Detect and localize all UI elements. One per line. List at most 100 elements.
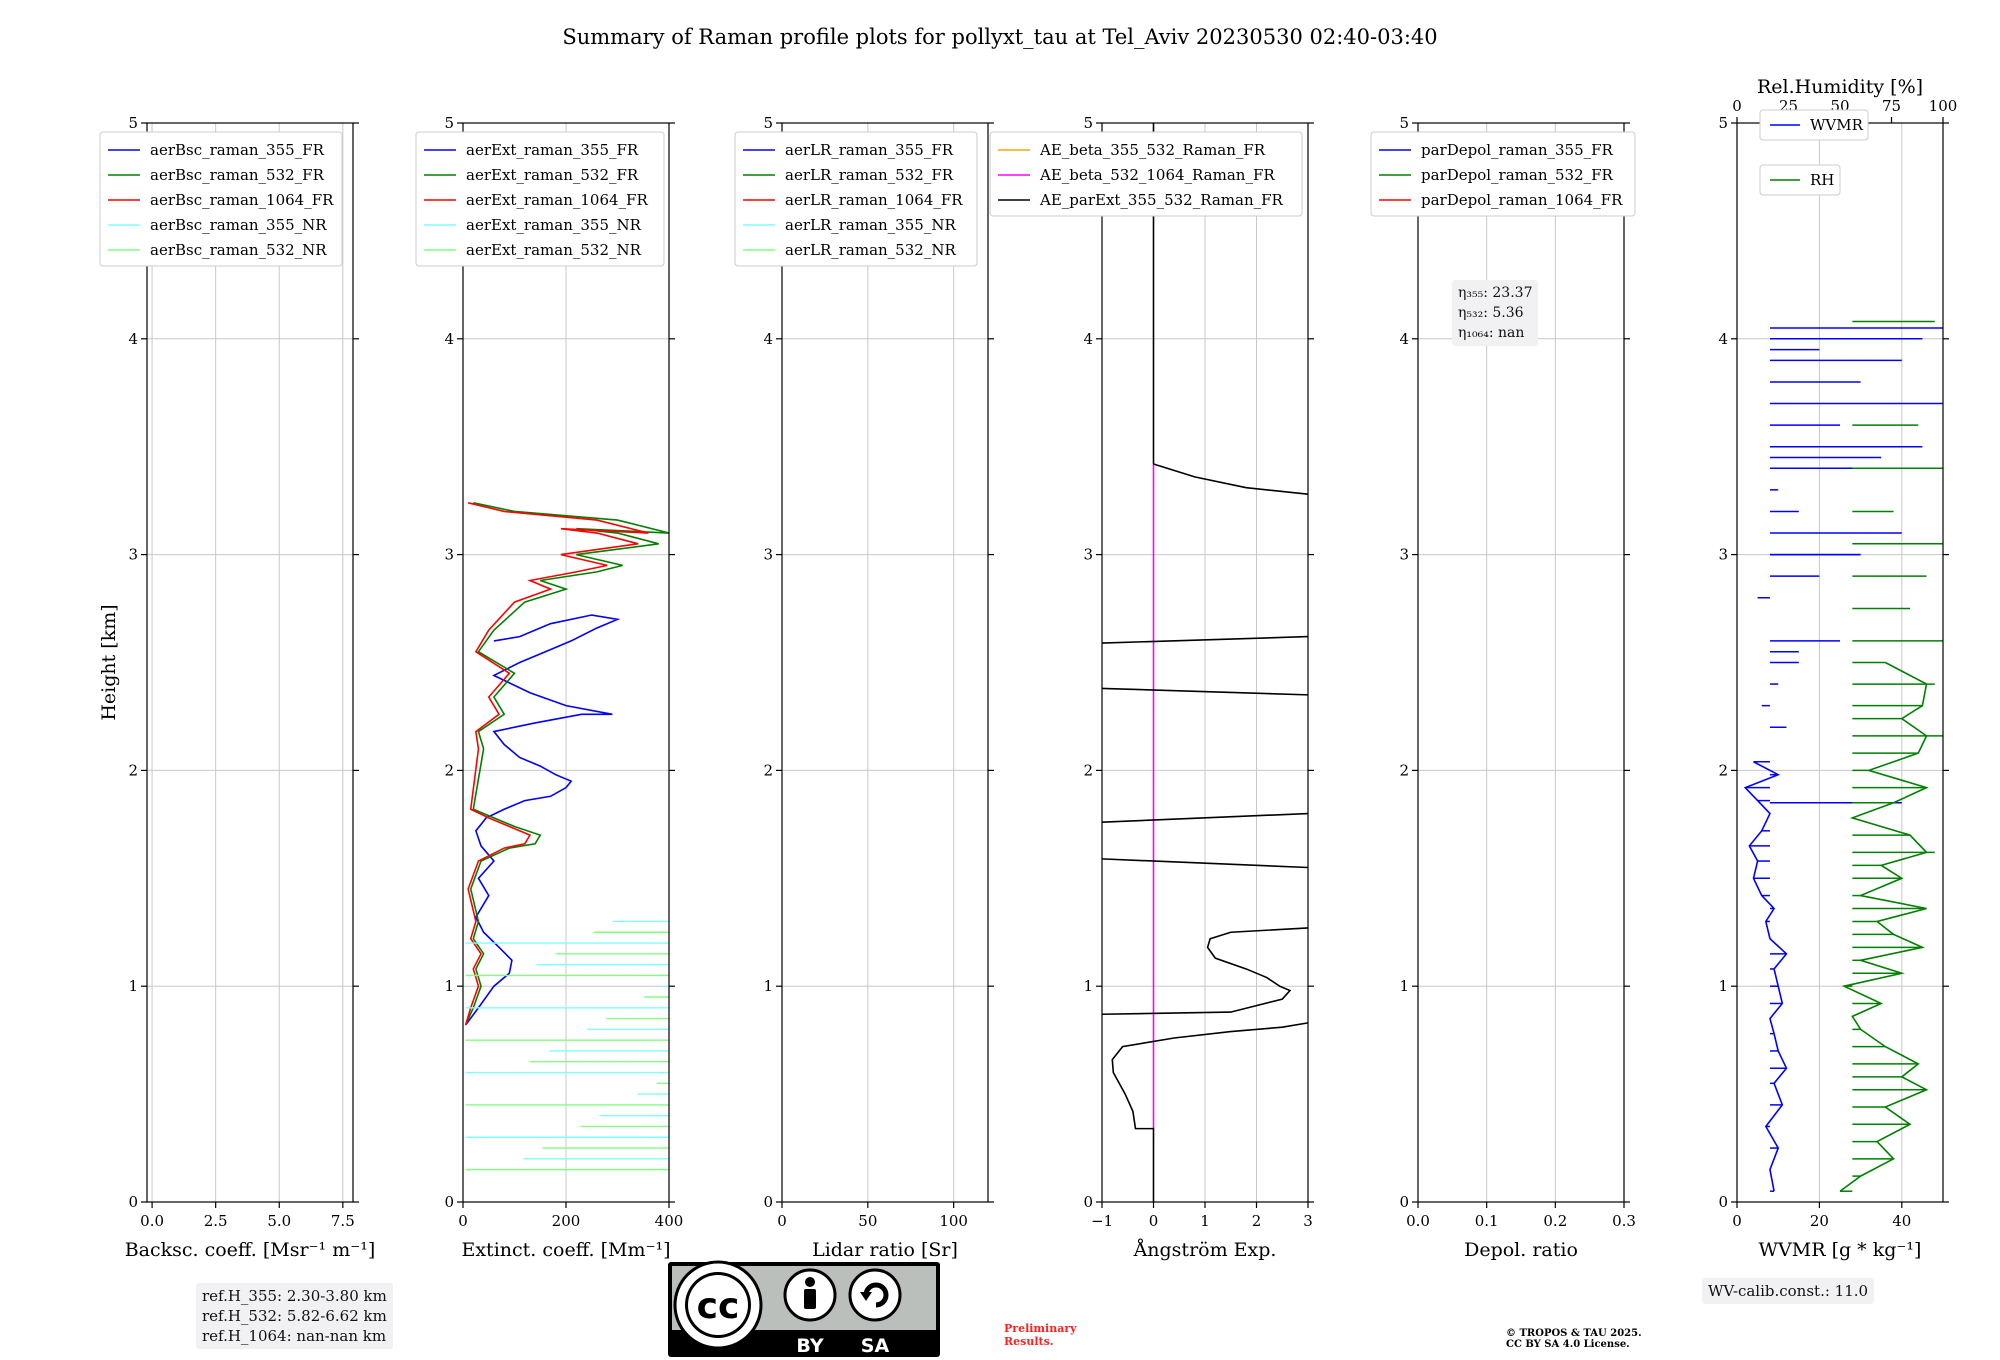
depol-annotation-box: η₃₅₅: 23.37 η₅₃₂: 5.36 η₁₀₆₄: nan bbox=[1452, 280, 1539, 346]
preliminary-line-2: Results. bbox=[1004, 1335, 1054, 1348]
eta-1064: η₁₀₆₄: nan bbox=[1458, 325, 1525, 341]
legend-entry: aerExt_raman_355_NR bbox=[466, 216, 642, 234]
y-tick-label: 3 bbox=[444, 546, 454, 564]
y-tick-label: 5 bbox=[1718, 114, 1728, 132]
legend-entry: aerLR_raman_532_NR bbox=[785, 241, 956, 259]
ref-height-355: ref.H_355: 2.30-3.80 km bbox=[202, 1287, 387, 1305]
ref-height-532: ref.H_532: 5.82-6.62 km bbox=[202, 1307, 387, 1325]
y-tick-label: 0 bbox=[1718, 1193, 1728, 1211]
x-axis-label: Extinct. coeff. [Mm⁻¹] bbox=[461, 1239, 670, 1261]
legend: aerExt_raman_355_FR aerExt_raman_532_FRae… bbox=[415, 131, 665, 267]
legend-entry: aerExt_raman_355_FR bbox=[466, 141, 639, 159]
wv-calibration-box: WV-calib.const.: 11.0 bbox=[1702, 1278, 1875, 1304]
x-tick-label: 2 bbox=[1252, 1212, 1262, 1230]
x-tick-label: 200 bbox=[552, 1212, 581, 1230]
legend-entry: aerLR_raman_1064_FR bbox=[785, 191, 963, 209]
y-tick-label: 4 bbox=[128, 330, 138, 348]
legend-box bbox=[415, 131, 665, 267]
legend-entry: aerBsc_raman_532_FR bbox=[150, 166, 325, 184]
y-tick-label: 2 bbox=[1399, 761, 1409, 779]
x-tick-label: 50 bbox=[858, 1212, 877, 1230]
x-tick-label: 0.0 bbox=[140, 1212, 164, 1230]
x-tick-label: 1 bbox=[1200, 1212, 1210, 1230]
legend: aerLR_raman_355_FR aerLR_raman_532_FR aerL… bbox=[734, 131, 978, 267]
plot-frame bbox=[1736, 122, 1944, 1203]
sa-share-icon bbox=[848, 1268, 902, 1322]
x-tick-label: 0 bbox=[1149, 1212, 1159, 1230]
legend-entry: aerBsc_raman_355_NR bbox=[150, 216, 327, 234]
legend-entry: aerBsc_raman_355_FR bbox=[150, 141, 325, 159]
y-tick-label: 0 bbox=[1083, 1193, 1093, 1211]
legend: aerBsc_raman_355_FR aerBsc_raman_532_FRae… bbox=[99, 131, 343, 267]
y-tick-label: 2 bbox=[444, 761, 454, 779]
y-tick-label: 2 bbox=[128, 761, 138, 779]
panel-2: 0 200 400 0 1 2 3 4 5 Extinct. coeff. [Mm⁻¹] aerEx… bbox=[415, 114, 683, 1261]
legend-box bbox=[1759, 109, 1869, 141]
x-tick-label: 0 bbox=[1732, 1212, 1742, 1230]
series-RH bbox=[1839, 661, 1929, 1192]
legend-entry: aerLR_raman_355_NR bbox=[785, 216, 956, 234]
y-tick-label: 5 bbox=[1083, 114, 1093, 132]
eta-532: η₅₃₂: 5.36 bbox=[1458, 305, 1524, 321]
plot-frame bbox=[781, 122, 989, 1203]
y-tick-label: 3 bbox=[763, 546, 773, 564]
x-tick-label: 0 bbox=[777, 1212, 787, 1230]
figure-title: Summary of Raman profile plots for polly… bbox=[562, 25, 1437, 49]
legend-entry: parDepol_raman_355_FR bbox=[1421, 141, 1614, 159]
copyright-line-1: © TROPOS & TAU 2025. bbox=[1506, 1328, 1642, 1339]
series-AE_parExt_355_532_Raman_FR bbox=[1111, 1022, 1309, 1202]
series-AE_parExt_355_532_Raman_FR bbox=[1153, 463, 1309, 495]
legend-entry: aerBsc_raman_532_NR bbox=[150, 241, 327, 259]
x-tick-label: 0.3 bbox=[1612, 1212, 1636, 1230]
series-AE_parExt_355_532_Raman_FR bbox=[1101, 858, 1309, 869]
x-tick-label: 40 bbox=[1892, 1212, 1911, 1230]
legend-box bbox=[1370, 131, 1636, 217]
x-axis-label: Ångström Exp. bbox=[1133, 1239, 1277, 1261]
y-tick-label: 0 bbox=[763, 1193, 773, 1211]
copyright-note: © TROPOS & TAU 2025. CC BY SA 4.0 Licens… bbox=[1506, 1328, 1642, 1350]
x-tick-label: 100 bbox=[939, 1212, 968, 1230]
legend-box bbox=[99, 131, 343, 267]
eta-355: η₃₅₅: 23.37 bbox=[1458, 285, 1533, 301]
legend-box bbox=[734, 131, 978, 267]
series-AE_parExt_355_532_Raman_FR bbox=[1101, 927, 1309, 1016]
y-tick-label: 1 bbox=[1083, 977, 1093, 995]
series-AE_parExt_355_532_Raman_FR bbox=[1101, 635, 1309, 644]
legend-entry: aerBsc_raman_1064_FR bbox=[150, 191, 334, 209]
y-tick-label: 5 bbox=[128, 114, 138, 132]
y-tick-label: 0 bbox=[444, 1193, 454, 1211]
series-AE_parExt_355_532_Raman_FR bbox=[1101, 687, 1309, 696]
legend-entry: aerLR_raman_355_FR bbox=[785, 141, 954, 159]
y-tick-label: 2 bbox=[1083, 761, 1093, 779]
x-tick-label: 20 bbox=[1810, 1212, 1829, 1230]
x-axis-label: WVMR [g * kg⁻¹] bbox=[1759, 1239, 1922, 1261]
y-tick-label: 1 bbox=[128, 977, 138, 995]
x-axis-label: Depol. ratio bbox=[1464, 1239, 1578, 1261]
y-tick-label: 3 bbox=[1399, 546, 1409, 564]
panel-3: 0 50 100 0 1 2 3 4 5 Lidar ratio [Sr] aerLR_raman_… bbox=[734, 114, 994, 1261]
legend-box bbox=[989, 131, 1303, 217]
legend-entry: parDepol_raman_1064_FR bbox=[1421, 191, 1623, 209]
y-tick-label: 5 bbox=[763, 114, 773, 132]
legend: parDepol_raman_355_FR parDepol_raman_532_… bbox=[1370, 131, 1636, 217]
y-tick-label: 2 bbox=[1718, 761, 1728, 779]
plot-frame bbox=[1417, 122, 1625, 1203]
y-tick-label: 1 bbox=[1718, 977, 1728, 995]
x-tick-label: 0 bbox=[458, 1212, 468, 1230]
x-axis-label: Lidar ratio [Sr] bbox=[812, 1239, 958, 1261]
cc-license-badge: cc BY SA bbox=[668, 1260, 940, 1357]
series-AE_parExt_355_532_Raman_FR bbox=[1101, 812, 1309, 823]
by-label: BY bbox=[796, 1335, 823, 1357]
y-tick-label: 4 bbox=[1399, 330, 1409, 348]
y-tick-label: 4 bbox=[1718, 330, 1728, 348]
preliminary-line-1: Preliminary bbox=[1004, 1322, 1077, 1335]
legend-entry: AE_beta_532_1064_Raman_FR bbox=[1039, 166, 1275, 184]
y-tick-label: 3 bbox=[128, 546, 138, 564]
x-tick-label: 0.0 bbox=[1406, 1212, 1430, 1230]
y-tick-label: 0 bbox=[1399, 1193, 1409, 1211]
y-tick-label: 2 bbox=[763, 761, 773, 779]
x-tick-label: 2.5 bbox=[204, 1212, 228, 1230]
panel-5: 0.0 0.1 0.2 0.3 0 1 2 3 4 5 Depol. ratio parDepol_r… bbox=[1370, 114, 1636, 1261]
